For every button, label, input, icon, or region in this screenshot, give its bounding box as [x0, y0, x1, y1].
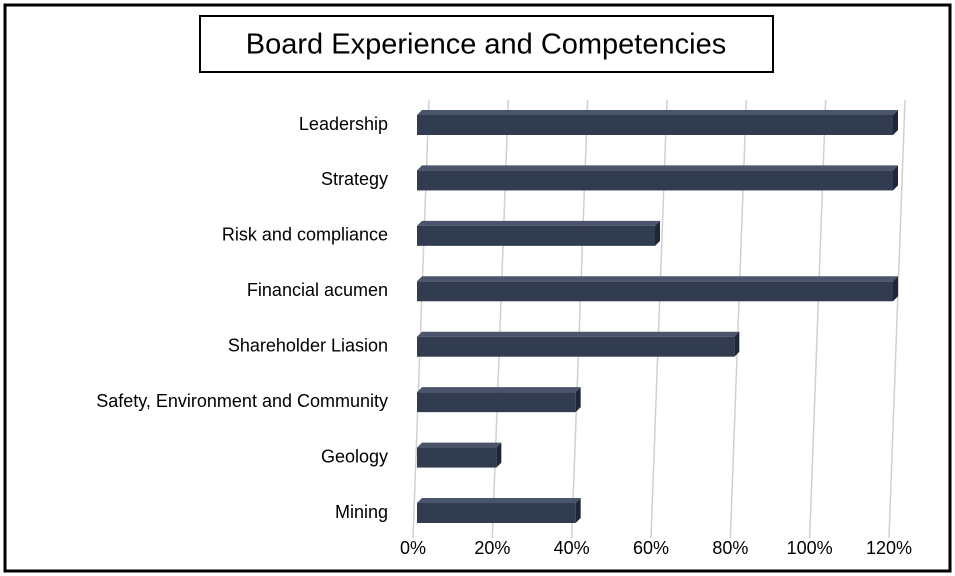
- x-tick-label: 0%: [400, 538, 426, 558]
- y-tick-label: Shareholder Liasion: [228, 335, 388, 355]
- bar-top: [417, 498, 581, 503]
- y-tick-label: Safety, Environment and Community: [96, 391, 388, 411]
- bar-side: [575, 498, 581, 523]
- x-tick-label: 60%: [633, 538, 669, 558]
- y-tick-label: Risk and compliance: [222, 225, 388, 245]
- y-tick-label: Leadership: [299, 114, 388, 134]
- bar: [417, 115, 893, 135]
- bar-side: [893, 110, 898, 135]
- x-tick-label: 20%: [474, 538, 510, 558]
- bar-top: [417, 387, 581, 393]
- bar: [417, 225, 655, 246]
- bar: [417, 170, 893, 191]
- y-tick-label: Financial acumen: [247, 280, 388, 300]
- y-tick-label: Mining: [335, 502, 388, 522]
- bar-side: [893, 165, 898, 191]
- title-box: [199, 15, 774, 73]
- x-tick-label: 100%: [787, 538, 833, 558]
- x-tick-label: 40%: [554, 538, 590, 558]
- bar-top: [417, 276, 898, 282]
- bar-side: [575, 387, 581, 413]
- bar-top: [417, 331, 740, 337]
- bar-side: [496, 442, 502, 468]
- y-tick-label: Strategy: [321, 169, 388, 189]
- bar: [417, 447, 497, 468]
- bar-top: [417, 220, 660, 226]
- chart-title: Board Experience and Competencies: [246, 29, 726, 61]
- bar-top: [417, 110, 898, 115]
- bar-side: [655, 220, 660, 246]
- bar: [417, 281, 893, 302]
- bar-top: [417, 165, 898, 171]
- bar-top: [417, 442, 502, 448]
- x-tick-label: 120%: [866, 538, 912, 558]
- bar: [417, 392, 576, 413]
- x-tick-label: 80%: [712, 538, 748, 558]
- bar: [417, 503, 576, 523]
- grid-line: [888, 99, 906, 539]
- bar-side: [734, 331, 740, 357]
- bar-side: [893, 276, 898, 302]
- y-tick-label: Geology: [321, 446, 388, 466]
- bar: [417, 336, 735, 357]
